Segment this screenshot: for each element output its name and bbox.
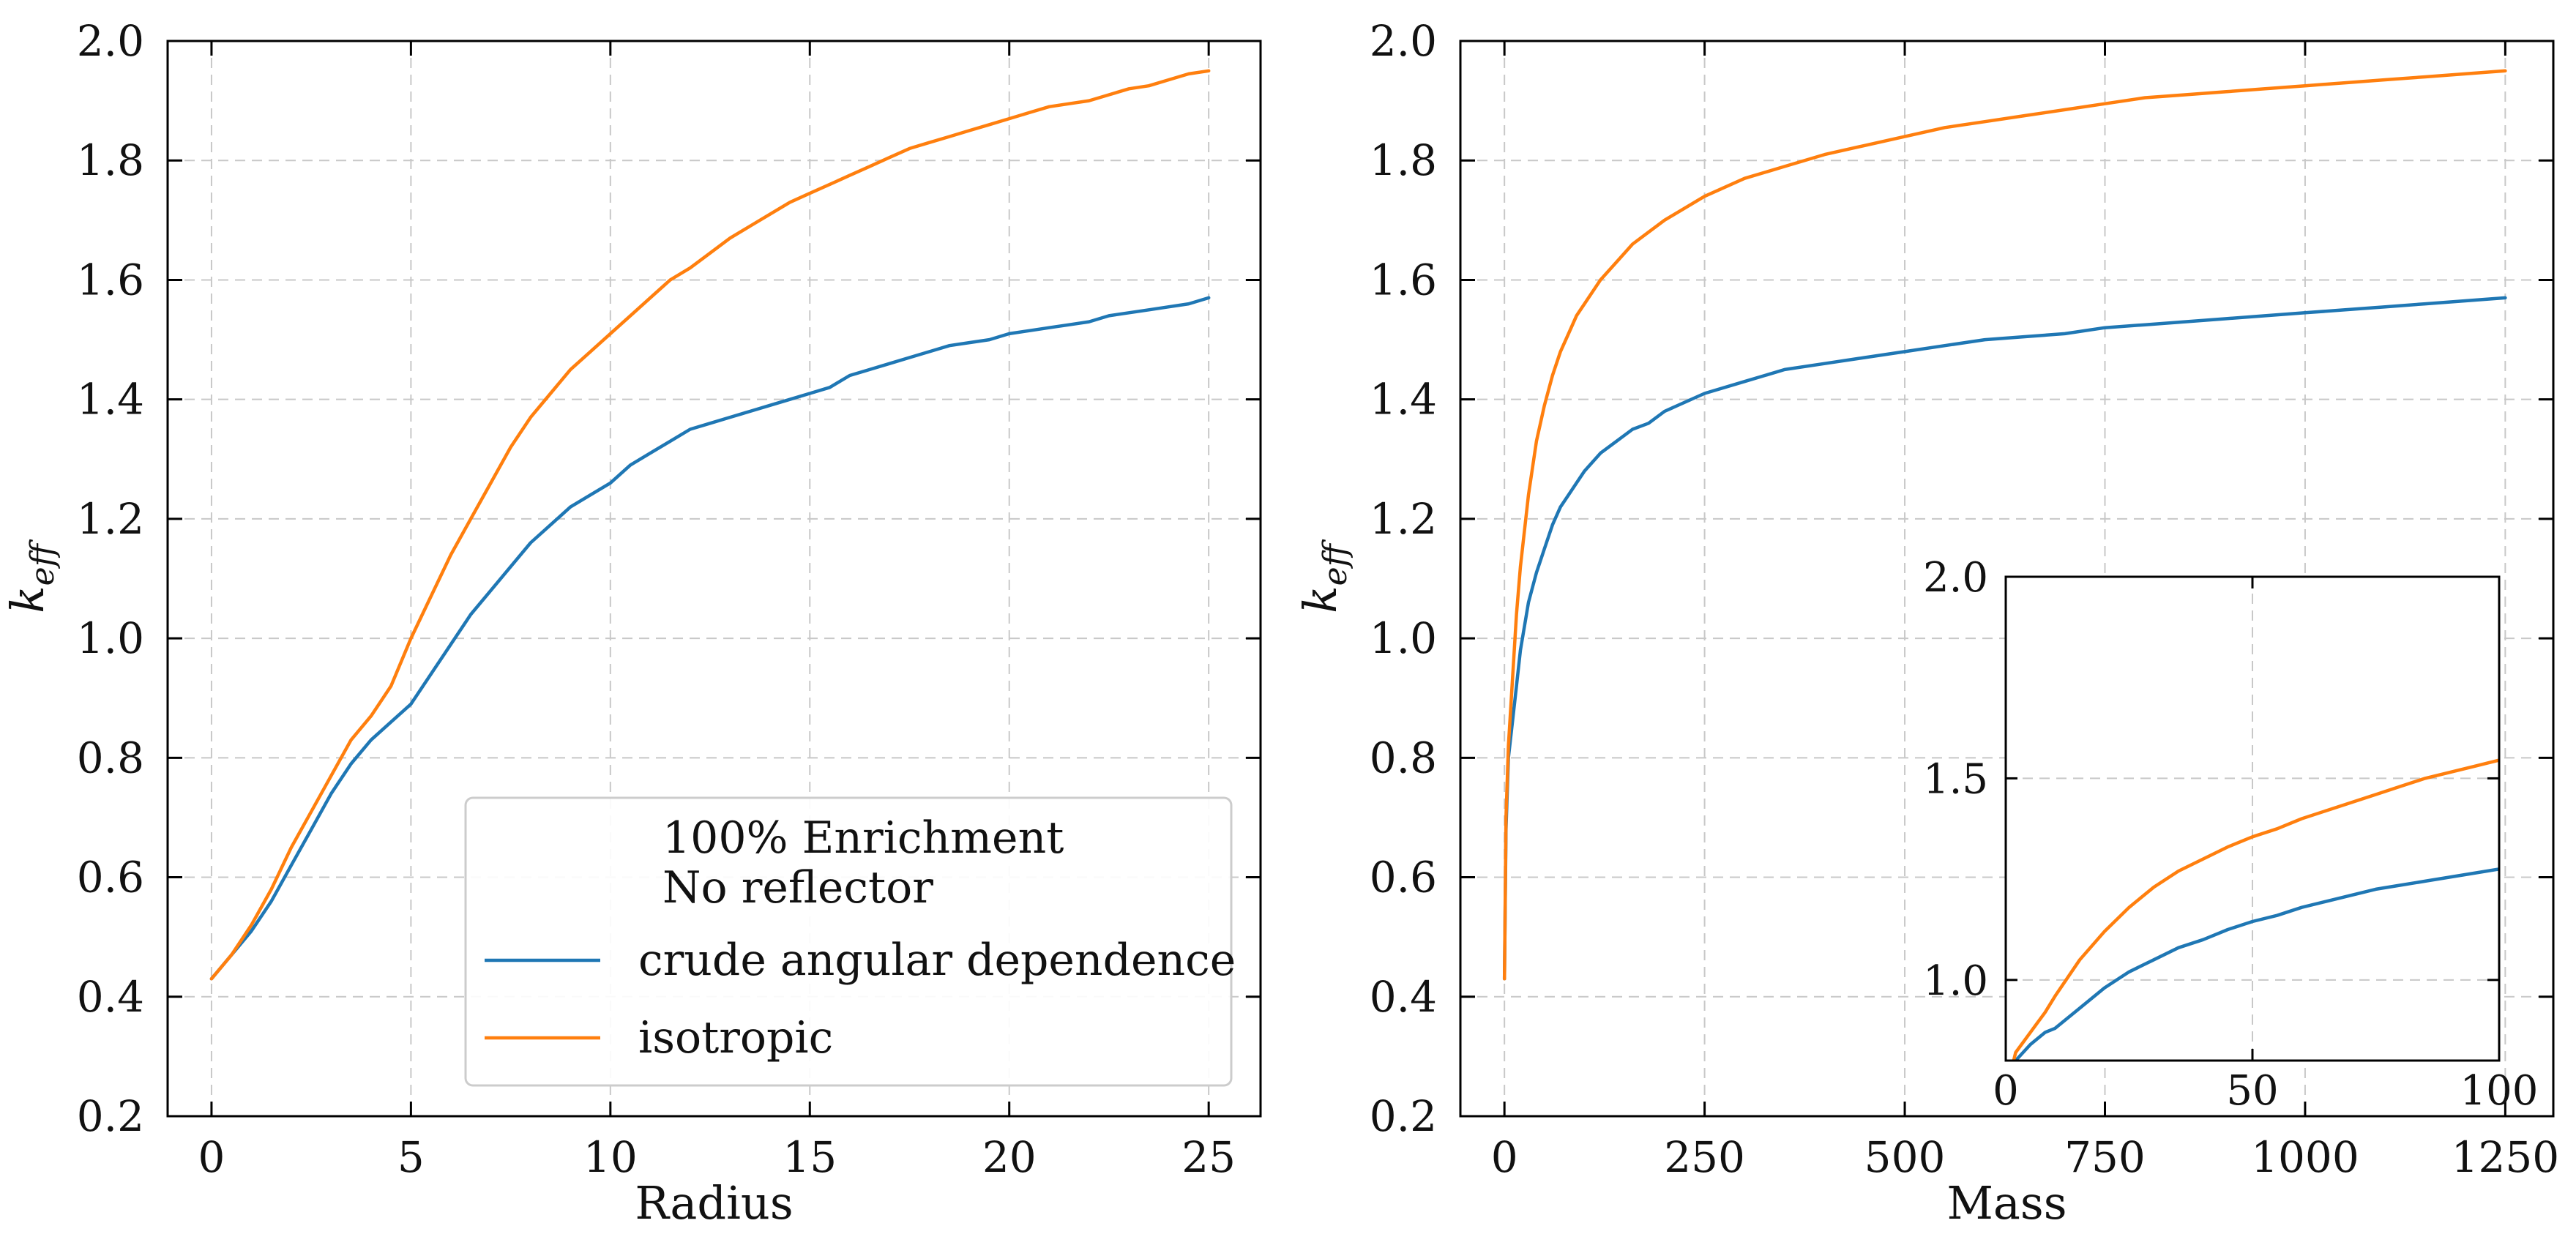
y-tick-label: 0.4 (77, 972, 144, 1022)
y-tick-label: 0.6 (77, 853, 144, 902)
y-tick-label: 0.4 (1370, 972, 1437, 1022)
series-line-blue (2014, 867, 2499, 1061)
x-tick-label: 1250 (2452, 1132, 2560, 1182)
y-tick-label: 1.8 (1370, 135, 1437, 185)
x-tick-label: 5 (397, 1132, 425, 1182)
y-tick-label: 0.2 (77, 1091, 144, 1141)
axes-frame (1459, 40, 2555, 1118)
x-tick-label: 100 (2460, 1067, 2539, 1115)
y-tick-label: 0.6 (1370, 853, 1437, 902)
y-tick-label: 1.2 (1370, 494, 1437, 544)
legend-title-line: No reflector (662, 862, 933, 913)
y-axis-label: keff (1293, 539, 1354, 613)
y-tick-label: 1.4 (1370, 375, 1437, 425)
y-axis-label-subscript: eff (24, 539, 61, 586)
x-tick-label: 750 (2064, 1132, 2146, 1182)
chart-mass: 0 250 500 750 1000 12500.20.40.60.81.01.21.41… (1293, 16, 2559, 1230)
y-axis-label: keff (1, 539, 61, 613)
series-line-orange (1502, 69, 2507, 981)
y-tick-label: 0.8 (77, 733, 144, 782)
y-axis-label-main: k (1293, 586, 1347, 613)
x-tick-label: 1000 (2251, 1132, 2359, 1182)
x-tick-label: 0 (198, 1132, 225, 1182)
y-tick-label: 1.6 (1370, 255, 1437, 304)
legend-box (464, 796, 1233, 1087)
y-tick-label: 0.8 (1370, 733, 1437, 782)
axes-frame (166, 40, 1262, 1118)
chart-radius: 0 5 10 15 20 25 0.2 0.4 0.6 0.8 1.0 1.2 1.4 1.6 1.8 2.0… (1, 16, 1262, 1230)
plot-area (209, 69, 1211, 981)
x-tick-label: 250 (1664, 1132, 1745, 1182)
x-tick-label: 50 (2226, 1067, 2278, 1115)
legend-title-line: 100% Enrichment (662, 812, 1064, 864)
series-line-orange (209, 69, 1211, 981)
x-axis-label: Mass (1946, 1176, 2067, 1230)
legend-entry-label: crude angular dependence (638, 935, 1236, 986)
y-tick-label: 2.0 (1370, 16, 1437, 66)
y-tick-label: 1.4 (77, 375, 144, 425)
y-axis-label-main: k (1, 586, 54, 613)
plot-area (1502, 69, 2507, 981)
y-tick-label: 1.0 (1923, 957, 1988, 1005)
x-tick-label: 0 (1491, 1132, 1518, 1182)
y-tick-label: 2.0 (77, 16, 144, 66)
x-tick-label: 0 (1993, 1067, 2019, 1115)
x-tick-label: 25 (1181, 1132, 1236, 1182)
series-line-blue (1502, 296, 2507, 981)
y-tick-label: 1.6 (77, 255, 144, 304)
x-tick-label: 15 (783, 1132, 837, 1182)
plot-area (2012, 758, 2499, 1061)
legend-entry-label: isotropic (638, 1012, 833, 1064)
series-line-blue (209, 296, 1211, 981)
x-tick-label: 500 (1864, 1132, 1946, 1182)
x-tick-label: 10 (583, 1132, 638, 1182)
y-tick-label: 2.0 (1923, 554, 1988, 602)
x-tick-label: 20 (982, 1132, 1037, 1182)
y-tick-label: 1.8 (77, 135, 144, 185)
y-tick-label: 0.2 (1370, 1091, 1437, 1141)
y-tick-label: 1.2 (77, 494, 144, 544)
y-tick-label: 1.0 (1370, 613, 1437, 663)
axes-frame (2004, 575, 2501, 1062)
chart-mass-inset: 0 50 100 1.0 1.5 2.0 (1923, 554, 2539, 1115)
y-tick-label: 1.5 (1923, 755, 1988, 803)
series-line-orange (2012, 758, 2499, 1061)
y-axis-label-subscript: eff (1317, 539, 1354, 586)
x-axis-label: Radius (635, 1176, 793, 1230)
y-tick-label: 1.0 (77, 613, 144, 663)
